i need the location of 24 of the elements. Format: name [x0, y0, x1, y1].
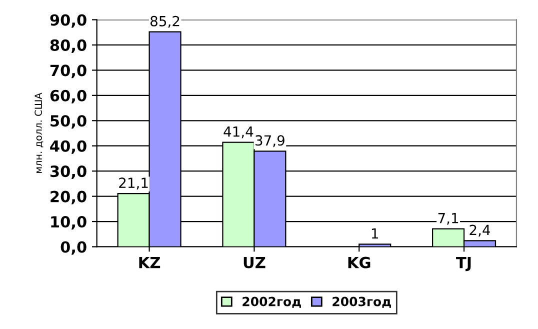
y-tick-label: 40,0	[50, 140, 86, 154]
y-tick-label: 60,0	[50, 90, 86, 104]
y-tick-label: 0,0	[60, 241, 86, 255]
data-label: 41,4	[224, 126, 254, 138]
y-tick-label: 90,0	[50, 14, 86, 28]
data-label: 1	[372, 228, 378, 239]
data-label: 21,1	[119, 178, 148, 190]
legend-label: 2003год	[332, 296, 391, 308]
x-tick-label: UZ	[244, 256, 266, 268]
data-label: 37,9	[256, 135, 284, 148]
y-tick-label: 50,0	[50, 115, 86, 129]
data-label: 7,1	[438, 213, 458, 225]
y-axis-title: млн. долл. США	[34, 92, 44, 173]
x-tick-label: TJ	[456, 256, 471, 272]
y-tick-label: 80,0	[50, 39, 86, 53]
data-label: 85,2	[150, 16, 180, 28]
legend-label: 2002год	[242, 296, 301, 308]
y-tick-label: 10,0	[51, 216, 86, 230]
y-tick-label: 70,0	[50, 64, 86, 78]
data-label: 2,4	[470, 224, 490, 237]
x-tick-label: KG	[348, 256, 370, 268]
y-tick-label: 30,0	[50, 166, 86, 180]
y-tick-label: 20,0	[50, 190, 86, 204]
x-tick-label: KZ	[139, 256, 160, 268]
